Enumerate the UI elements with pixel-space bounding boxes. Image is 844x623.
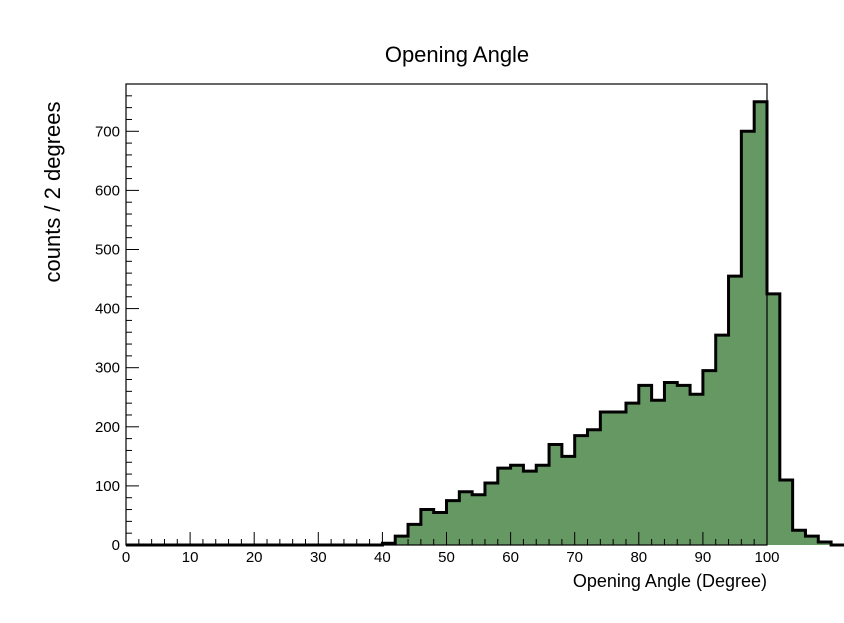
histogram-bar — [395, 536, 409, 545]
x-tick-label: 0 — [122, 549, 130, 566]
x-tick-label: 70 — [566, 549, 583, 566]
histogram-bar — [497, 468, 511, 545]
x-tick-label: 100 — [754, 549, 779, 566]
histogram-bar — [459, 491, 473, 545]
x-tick-label: 40 — [374, 549, 391, 566]
histogram-bar — [702, 370, 717, 545]
x-tick-label: 80 — [630, 549, 647, 566]
y-axis-label: counts / 2 degrees — [40, 101, 65, 282]
histogram-bar — [536, 465, 550, 545]
histogram-bar — [754, 101, 768, 545]
histogram-bar — [651, 400, 665, 545]
histogram-bar — [484, 482, 499, 545]
histogram-bar — [677, 385, 691, 545]
histogram-bar — [523, 471, 537, 545]
x-tick-label: 60 — [502, 549, 519, 566]
y-tick-label: 0 — [112, 537, 120, 554]
histogram-bar — [767, 293, 781, 545]
histogram-bar — [792, 530, 806, 545]
histogram-bar — [625, 403, 640, 545]
x-tick-label: 90 — [695, 549, 712, 566]
y-tick-label: 400 — [95, 301, 120, 318]
y-tick-label: 500 — [95, 241, 120, 258]
y-tick-label: 100 — [95, 478, 120, 495]
histogram-bar — [549, 444, 563, 545]
histogram-bar — [433, 512, 447, 545]
histogram-bar — [408, 524, 422, 545]
histogram-bar — [741, 131, 755, 546]
y-axis-ticks: 0 100 200 300 400 500 600 700 — [95, 83, 139, 554]
histogram-bar — [728, 276, 742, 545]
histogram-bar — [613, 412, 627, 545]
x-tick-label: 30 — [310, 549, 327, 566]
x-tick-label: 20 — [246, 549, 263, 566]
histogram-bar — [472, 494, 486, 545]
histogram-bar — [446, 500, 460, 545]
histogram-bar — [638, 385, 653, 545]
x-axis-ticks: 0 10 20 30 40 50 60 70 80 90 100 — [122, 532, 780, 566]
x-axis-label: Opening Angle (Degree) — [573, 571, 767, 591]
histogram-bar — [561, 456, 576, 545]
y-tick-label: 600 — [95, 182, 120, 199]
y-tick-label: 200 — [95, 419, 120, 436]
histogram-bar — [574, 435, 588, 545]
histogram-bar — [510, 465, 524, 545]
chart-title: Opening Angle — [385, 42, 529, 67]
histogram-bar — [779, 479, 794, 545]
y-tick-label: 700 — [95, 123, 120, 140]
x-tick-label: 50 — [438, 549, 455, 566]
histogram-bar — [690, 394, 704, 545]
histogram-bar — [715, 335, 729, 545]
histogram-bars — [382, 101, 832, 546]
histogram-bar — [664, 382, 678, 545]
histogram-bar — [805, 536, 819, 545]
y-tick-label: 300 — [95, 360, 120, 377]
x-tick-label: 10 — [182, 549, 199, 566]
histogram-bar — [420, 509, 435, 545]
histogram-bar — [587, 429, 601, 545]
histogram-bar — [600, 412, 614, 545]
